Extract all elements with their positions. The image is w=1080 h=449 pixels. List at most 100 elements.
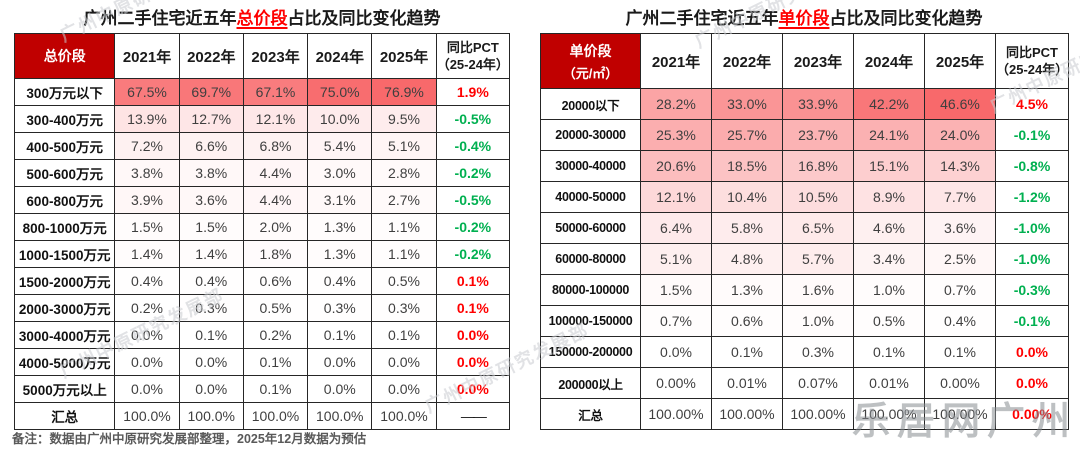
unit-price-panel: 广州二手住宅近五年单价段占比及同比变化趋势 单价段 （元/㎡） 2021年 2022年… (540, 8, 1069, 430)
value-cell: 0.0% (178, 375, 244, 403)
value-cell: 0.3% (178, 294, 244, 322)
value-cell: 1.4% (114, 240, 180, 268)
value-cell: 4.8% (711, 243, 783, 275)
value-cell: 0.0% (371, 375, 437, 403)
yoy-pct-cell: 0.1% (435, 267, 511, 295)
segment-label-cell: 1000-1500万元 (13, 240, 116, 268)
segment-label-cell: 50000-60000 (540, 212, 641, 244)
value-cell: 0.01% (711, 367, 783, 399)
table-row: 4000-5000万元 0.0% 0.0% 0.1% 0.0% 0.0% 0.0% (13, 348, 511, 376)
value-cell: 100.0% (114, 402, 180, 430)
yoy-pct-column-header: 同比PCT （25-24年） (995, 33, 1069, 89)
value-cell: 0.4% (307, 267, 373, 295)
value-cell: 0.6% (242, 267, 309, 295)
yoy-pct-cell: 0.0% (435, 321, 511, 349)
yoy-pct-cell: 0.1% (435, 294, 511, 322)
value-cell: 0.5% (853, 305, 925, 337)
value-cell: 1.1% (371, 213, 437, 241)
yoy-pct-cell: -0.8% (995, 150, 1069, 182)
table-row: 200000以上 0.00% 0.01% 0.07% 0.01% 0.00% 0.0% (540, 367, 1069, 399)
value-cell: 0.1% (242, 348, 309, 376)
year-column-header: 2024年 (853, 33, 925, 89)
yoy-pct-cell: -0.4% (435, 132, 511, 160)
value-cell: 0.07% (782, 367, 854, 399)
title-suffix: 占比及同比变化趋势 (287, 9, 441, 28)
segment-column-header: 总价段 (13, 33, 116, 79)
value-cell: 0.4% (178, 267, 244, 295)
table-row: 1000-1500万元 1.4% 1.4% 1.8% 1.3% 1.1% -0.2% (13, 240, 511, 268)
value-cell: 0.0% (640, 336, 712, 368)
table-row: 60000-80000 5.1% 4.8% 5.7% 3.4% 2.5% -1.0% (540, 243, 1069, 275)
value-cell: 5.8% (711, 212, 783, 244)
value-cell: 0.0% (114, 348, 180, 376)
table-row: 150000-200000 0.0% 0.1% 0.3% 0.1% 0.1% 0.0% (540, 336, 1069, 368)
segment-label-cell: 600-800万元 (13, 186, 116, 214)
value-cell: 0.01% (853, 367, 925, 399)
title-highlight: 单价段 (778, 9, 830, 28)
total-price-panel: 广州二手住宅近五年总价段占比及同比变化趋势 总价段 2021年 2022年 2023年… (13, 8, 511, 430)
table-row: 400-500万元 7.2% 6.6% 6.8% 5.4% 5.1% -0.4% (13, 132, 511, 160)
value-cell: 0.0% (307, 348, 373, 376)
value-cell: 0.3% (371, 294, 437, 322)
value-cell: 69.7% (178, 78, 244, 106)
segment-label-cell: 5000万元以上 (13, 375, 116, 403)
table-row: 50000-60000 6.4% 5.8% 6.5% 4.6% 3.6% -1.0% (540, 212, 1069, 244)
value-cell: 3.0% (307, 159, 373, 187)
header-row: 总价段 2021年 2022年 2023年 2024年 2025年 同比PCT （25-24年… (13, 33, 511, 79)
value-cell: 1.8% (242, 240, 309, 268)
unit-price-table: 单价段 （元/㎡） 2021年 2022年 2023年 2024年 2025年 同比PCT （2… (540, 33, 1069, 430)
segment-label-cell: 1500-2000万元 (13, 267, 116, 295)
total-price-table: 总价段 2021年 2022年 2023年 2024年 2025年 同比PCT （25-24年… (13, 33, 511, 430)
segment-label-cell: 400-500万元 (13, 132, 116, 160)
year-column-header: 2021年 (114, 33, 180, 79)
value-cell: 1.6% (782, 274, 854, 306)
value-cell: 24.0% (924, 119, 996, 151)
year-column-header: 2021年 (640, 33, 712, 89)
value-cell: 0.1% (853, 336, 925, 368)
table-row: 600-800万元 3.9% 3.6% 4.4% 3.1% 2.7% -0.5% (13, 186, 511, 214)
yoy-pct-cell: -0.1% (995, 119, 1069, 151)
value-cell: 0.1% (924, 336, 996, 368)
segment-label-cell: 300万元以下 (13, 78, 116, 106)
value-cell: 12.1% (640, 181, 712, 213)
value-cell: 2.8% (371, 159, 437, 187)
yoy-pct-cell: 0.00% (995, 398, 1069, 430)
value-cell: 9.5% (371, 105, 437, 133)
segment-label-cell: 200000以上 (540, 367, 641, 399)
value-cell: 4.4% (242, 159, 309, 187)
value-cell: 76.9% (371, 78, 437, 106)
title-prefix: 广州二手住宅近五年 (83, 9, 237, 28)
yoy-pct-column-header: 同比PCT （25-24年） (435, 33, 511, 79)
value-cell: 7.7% (924, 181, 996, 213)
value-cell: 0.7% (640, 305, 712, 337)
table-row: 80000-100000 1.5% 1.3% 1.6% 1.0% 0.7% -0.3% (540, 274, 1069, 306)
value-cell: 0.00% (640, 367, 712, 399)
value-cell: 10.5% (782, 181, 854, 213)
yoy-pct-cell: 4.5% (995, 88, 1069, 120)
year-column-header: 2023年 (782, 33, 854, 89)
yoy-pct-cell: -0.5% (435, 186, 511, 214)
header-row: 单价段 （元/㎡） 2021年 2022年 2023年 2024年 2025年 同比PCT （2… (540, 33, 1069, 89)
value-cell: 1.1% (371, 240, 437, 268)
table-row: 20000-30000 25.3% 25.7% 23.7% 24.1% 24.0% -0.1… (540, 119, 1069, 151)
value-cell: 0.4% (924, 305, 996, 337)
value-cell: 24.1% (853, 119, 925, 151)
segment-label-cell: 20000以下 (540, 88, 641, 120)
segment-label-cell: 500-600万元 (13, 159, 116, 187)
value-cell: 2.7% (371, 186, 437, 214)
value-cell: 67.5% (114, 78, 180, 106)
value-cell: 0.4% (114, 267, 180, 295)
value-cell: 0.0% (307, 375, 373, 403)
year-column-header: 2022年 (711, 33, 783, 89)
value-cell: 1.0% (782, 305, 854, 337)
yoy-pct-cell: -0.1% (995, 305, 1069, 337)
value-cell: 0.1% (307, 321, 373, 349)
yoy-pct-cell: 0.0% (435, 375, 511, 403)
segment-label-cell: 20000-30000 (540, 119, 641, 151)
total-price-table-title: 广州二手住宅近五年总价段占比及同比变化趋势 (14, 8, 510, 33)
value-cell: 100.00% (924, 398, 996, 430)
value-cell: 3.9% (114, 186, 180, 214)
segment-label-cell: 800-1000万元 (13, 213, 116, 241)
value-cell: 0.0% (178, 348, 244, 376)
segment-label-cell: 30000-40000 (540, 150, 641, 182)
